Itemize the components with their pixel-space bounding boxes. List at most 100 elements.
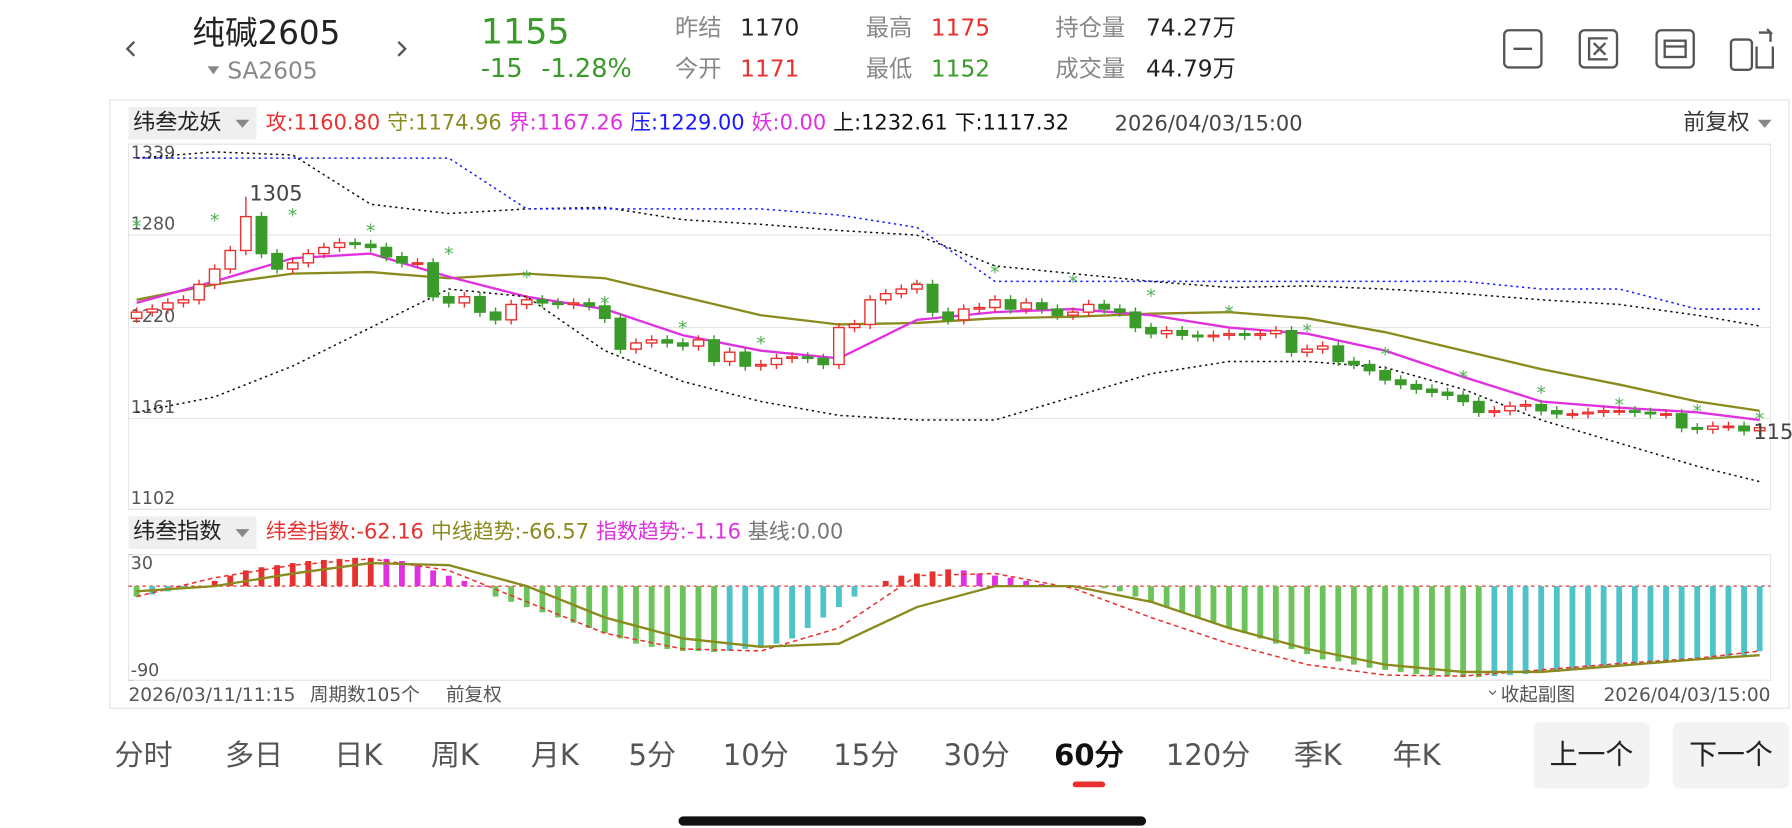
histogram-bar	[1491, 586, 1498, 677]
y-tick-label: 1280	[131, 215, 175, 235]
prev-button-label[interactable]: 上一个	[1550, 738, 1634, 771]
minimize-icon[interactable]	[1503, 29, 1543, 69]
y-tick-label: 1161	[131, 398, 175, 418]
candle-body	[1628, 410, 1641, 413]
candle-body	[474, 296, 486, 313]
histogram-bar	[1272, 586, 1279, 644]
candle-body	[302, 252, 315, 264]
period-tab[interactable]: 月K	[531, 738, 580, 772]
legend-item: 妖:0.00	[752, 110, 827, 134]
histogram-bar	[227, 575, 234, 587]
collapse-subchart[interactable]: 收起副图	[1501, 685, 1575, 706]
candle-body	[567, 302, 580, 306]
draw-icon[interactable]	[1655, 29, 1695, 69]
histogram-bar	[1366, 586, 1373, 668]
candle-body	[708, 339, 720, 363]
switch-icon[interactable]	[1729, 38, 1754, 71]
histogram-bar	[477, 586, 483, 587]
candle-body	[926, 283, 939, 313]
candle-body	[1691, 427, 1704, 430]
candle-body	[255, 215, 268, 255]
stat-label: 持仓量	[1055, 15, 1125, 42]
stat-label: 成交量	[1055, 55, 1125, 82]
star-marker: *	[444, 245, 453, 266]
period-tab[interactable]: 30分	[944, 738, 1010, 772]
stat-value: 1175	[931, 15, 990, 42]
adjust-mode[interactable]: 前复权	[1683, 109, 1749, 135]
histogram-bar	[383, 558, 390, 587]
histogram-bar	[1569, 586, 1576, 670]
histogram-bar	[258, 567, 265, 587]
indicator-selector[interactable]	[128, 516, 257, 549]
period-tab[interactable]: 5分	[629, 738, 677, 772]
histogram-bar	[445, 575, 452, 587]
histogram-bar	[1631, 586, 1638, 665]
candle-body	[505, 303, 518, 321]
candle-body	[1504, 405, 1516, 412]
y-tick-label: 30	[131, 554, 153, 574]
price-change: -15	[481, 54, 523, 84]
candle-body	[1191, 334, 1204, 338]
histogram-bar	[586, 586, 593, 628]
histogram-bar	[882, 580, 889, 587]
histogram-bar	[1647, 586, 1654, 664]
histogram-bar	[1319, 586, 1326, 660]
period-tab[interactable]: 季K	[1294, 738, 1343, 772]
candle-body	[864, 299, 877, 326]
dropdown-icon[interactable]	[207, 66, 220, 75]
star-marker: *	[210, 211, 219, 232]
histogram-bar	[320, 559, 327, 587]
legend-item: 守:1174.96	[387, 110, 502, 134]
indicator-selector[interactable]	[128, 106, 257, 140]
period-tab[interactable]: 15分	[833, 738, 899, 772]
histogram-bar	[1444, 586, 1451, 677]
star-marker: *	[522, 268, 531, 289]
range-icon[interactable]	[1578, 29, 1619, 69]
contract-name: 纯碱2605	[192, 14, 340, 52]
histogram-bar	[914, 573, 920, 587]
period-tab[interactable]: 周K	[431, 738, 480, 772]
candle-body	[1426, 388, 1438, 393]
prev-button[interactable]	[1533, 722, 1650, 789]
candle-body	[208, 268, 221, 286]
histogram-bar	[1460, 586, 1467, 678]
candle-body	[1176, 329, 1189, 336]
stat-value: 1152	[931, 55, 990, 82]
contract-code[interactable]: SA2605	[227, 58, 317, 85]
period-tab[interactable]: 120分	[1166, 738, 1251, 772]
legend-item: 上:1232.61	[833, 110, 948, 134]
candle-body	[1207, 334, 1220, 338]
histogram-bar	[1335, 586, 1342, 662]
candle-body	[1051, 308, 1064, 316]
star-marker: *	[1537, 383, 1546, 404]
period-tab[interactable]: 日K	[334, 738, 383, 772]
candle-body	[224, 249, 237, 270]
histogram-bar	[1007, 577, 1014, 587]
histogram-bar	[1694, 586, 1701, 660]
candle-body	[1582, 411, 1594, 415]
histogram-bar	[1132, 586, 1139, 597]
histogram-bar	[1507, 586, 1513, 676]
period-tab[interactable]: 10分	[723, 738, 789, 772]
next-button[interactable]	[1672, 722, 1790, 789]
candle-body	[1332, 345, 1345, 363]
histogram-bar	[789, 586, 795, 639]
histogram-bar	[835, 586, 842, 608]
candle-body	[1098, 303, 1111, 310]
next-arrow[interactable]	[397, 41, 407, 57]
dropdown-icon	[235, 529, 250, 538]
indicator-name[interactable]: 纬叁龙妖	[133, 109, 221, 135]
indicator-name[interactable]: 纬叁指数	[133, 519, 221, 545]
candle-body	[1722, 425, 1735, 429]
dropdown-icon	[235, 119, 250, 128]
period-tab[interactable]: 年K	[1393, 738, 1442, 772]
period-tab[interactable]: 分时	[115, 738, 173, 772]
stat-label: 今开	[675, 55, 722, 82]
prev-arrow[interactable]	[125, 41, 136, 57]
period-tab[interactable]: 60分	[1054, 738, 1124, 772]
next-button-label[interactable]: 下一个	[1689, 738, 1773, 771]
indicator-plot	[127, 554, 1772, 681]
period-tab[interactable]: 多日	[225, 738, 283, 772]
candle-body	[739, 351, 752, 367]
star-marker: *	[756, 334, 765, 355]
